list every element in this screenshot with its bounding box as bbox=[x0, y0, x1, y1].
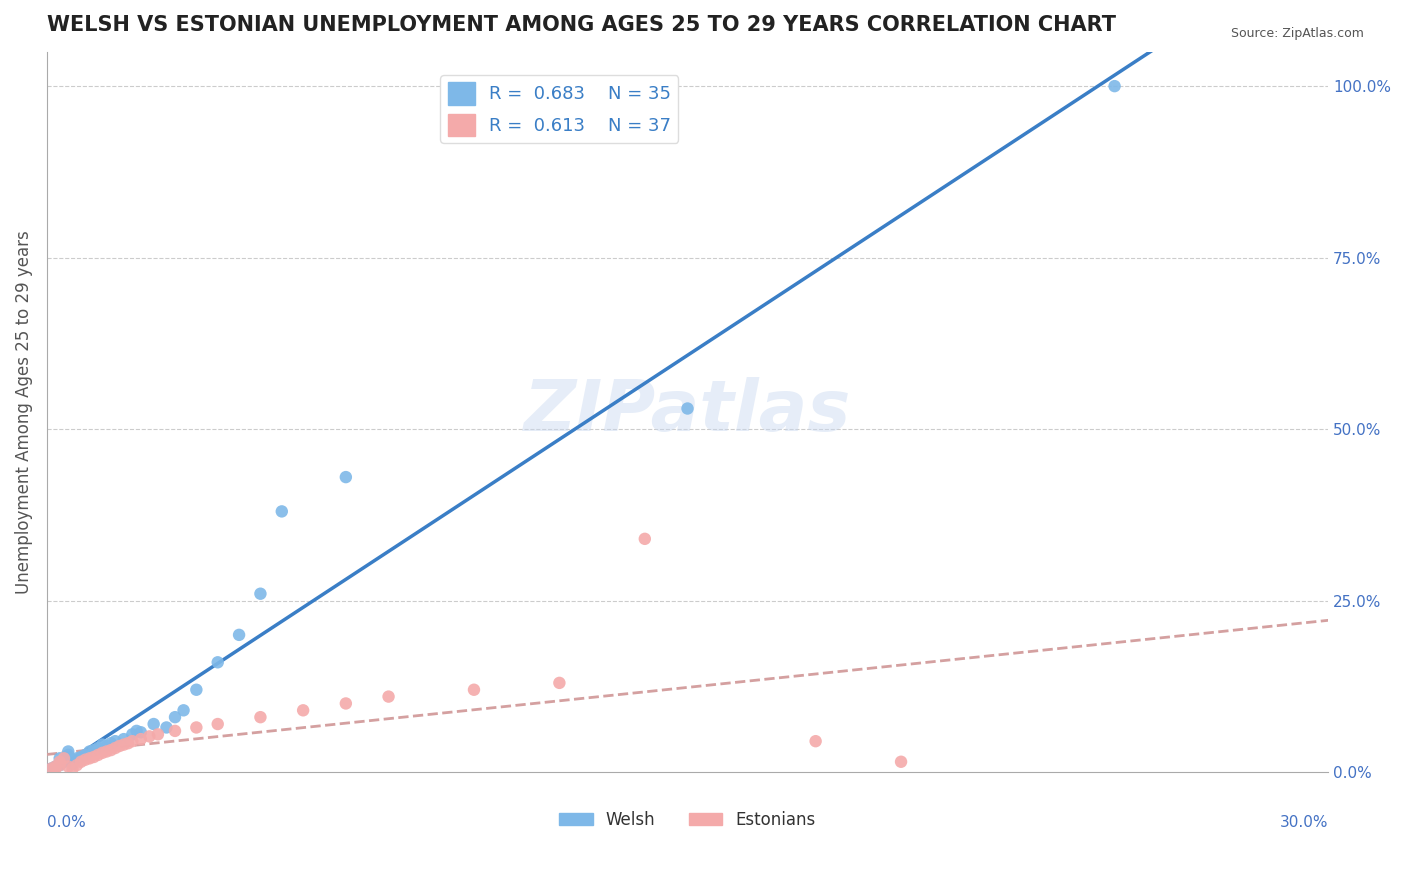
Point bbox=[1104, 79, 1126, 94]
Point bbox=[87, 747, 110, 762]
Point bbox=[100, 736, 122, 750]
Point bbox=[62, 762, 84, 776]
Point bbox=[890, 755, 912, 769]
Point bbox=[129, 725, 152, 739]
Point bbox=[138, 730, 160, 744]
Point bbox=[104, 734, 127, 748]
Point bbox=[270, 504, 292, 518]
Point bbox=[48, 751, 70, 765]
Point bbox=[91, 738, 114, 752]
Point bbox=[79, 744, 101, 758]
Point bbox=[249, 587, 271, 601]
Y-axis label: Unemployment Among Ages 25 to 29 years: Unemployment Among Ages 25 to 29 years bbox=[15, 230, 32, 594]
Point bbox=[58, 744, 80, 758]
Point bbox=[70, 750, 93, 764]
Point bbox=[207, 655, 229, 669]
Text: WELSH VS ESTONIAN UNEMPLOYMENT AMONG AGES 25 TO 29 YEARS CORRELATION CHART: WELSH VS ESTONIAN UNEMPLOYMENT AMONG AGE… bbox=[46, 15, 1116, 35]
Text: ZIPatlas: ZIPatlas bbox=[524, 377, 851, 446]
Point bbox=[125, 723, 148, 738]
Point bbox=[87, 741, 110, 756]
Point bbox=[48, 758, 70, 772]
Point bbox=[121, 734, 143, 748]
Point bbox=[292, 703, 315, 717]
Point bbox=[121, 727, 143, 741]
Point bbox=[155, 721, 177, 735]
Point bbox=[207, 717, 229, 731]
Point bbox=[44, 759, 66, 773]
Point bbox=[39, 762, 62, 776]
Point bbox=[48, 755, 70, 769]
Point bbox=[249, 710, 271, 724]
Point bbox=[163, 723, 186, 738]
Point bbox=[377, 690, 399, 704]
Point bbox=[83, 750, 105, 764]
Point bbox=[52, 755, 75, 769]
Point bbox=[548, 676, 571, 690]
Point bbox=[83, 743, 105, 757]
Point bbox=[129, 732, 152, 747]
Point bbox=[70, 755, 93, 769]
Point bbox=[44, 762, 66, 776]
Point bbox=[58, 759, 80, 773]
Point bbox=[117, 736, 139, 750]
Point bbox=[62, 756, 84, 771]
Point bbox=[96, 739, 118, 753]
Point bbox=[146, 727, 169, 741]
Point bbox=[335, 697, 357, 711]
Point bbox=[142, 717, 165, 731]
Point bbox=[39, 762, 62, 776]
Point bbox=[75, 753, 97, 767]
Point bbox=[186, 721, 208, 735]
Point bbox=[62, 753, 84, 767]
Point bbox=[173, 703, 195, 717]
Point bbox=[48, 758, 70, 772]
Point bbox=[112, 738, 135, 752]
Point bbox=[335, 470, 357, 484]
Point bbox=[66, 758, 89, 772]
Text: 0.0%: 0.0% bbox=[46, 815, 86, 830]
Point bbox=[96, 744, 118, 758]
Point bbox=[186, 682, 208, 697]
Point bbox=[104, 741, 127, 756]
Point bbox=[100, 743, 122, 757]
Point bbox=[228, 628, 250, 642]
Point bbox=[66, 751, 89, 765]
Point bbox=[676, 401, 699, 416]
Point bbox=[163, 710, 186, 724]
Text: Source: ZipAtlas.com: Source: ZipAtlas.com bbox=[1230, 27, 1364, 40]
Point bbox=[44, 759, 66, 773]
Point bbox=[52, 751, 75, 765]
Point bbox=[79, 751, 101, 765]
Text: 30.0%: 30.0% bbox=[1279, 815, 1329, 830]
Point bbox=[804, 734, 827, 748]
Legend: Welsh, Estonians: Welsh, Estonians bbox=[553, 805, 823, 836]
Point bbox=[108, 739, 131, 753]
Point bbox=[58, 747, 80, 762]
Point bbox=[75, 747, 97, 762]
Point bbox=[112, 732, 135, 747]
Point bbox=[91, 746, 114, 760]
Point bbox=[634, 532, 657, 546]
Point bbox=[463, 682, 485, 697]
